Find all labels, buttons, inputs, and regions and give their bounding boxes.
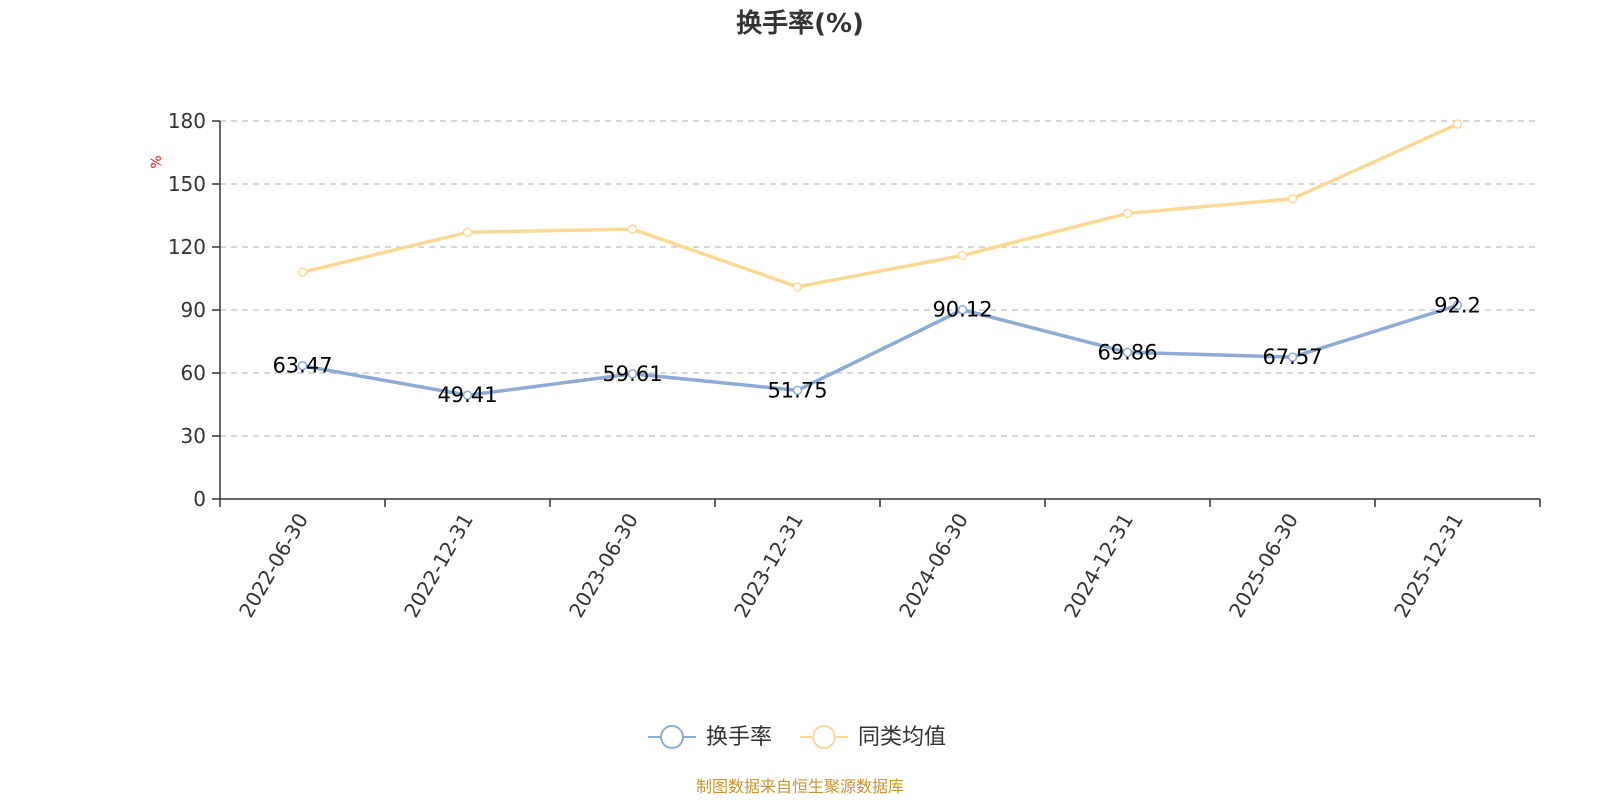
- legend[interactable]: 换手率 同类均值: [648, 725, 946, 750]
- y-tick-label: 90: [181, 298, 206, 322]
- data-point: [462, 227, 473, 238]
- data-point: [462, 390, 473, 400]
- data-point: [792, 282, 803, 292]
- data-label: 59.61: [602, 362, 662, 386]
- data-point: [1452, 119, 1463, 129]
- x-tick-label: 2023-06-30: [564, 509, 643, 622]
- data-label: 49.41: [437, 383, 497, 407]
- y-tick-label: 180: [168, 109, 206, 133]
- series-layer: [297, 119, 1463, 400]
- y-tick-label: 60: [181, 361, 206, 385]
- data-label: 67.57: [1262, 345, 1322, 369]
- data-labels: 63.47 49.41 59.61 51.75 90.12 69.86 67.57 92.2: [272, 293, 1480, 407]
- legend-item-series-1[interactable]: 换手率: [648, 725, 772, 750]
- data-point: [957, 250, 968, 261]
- y-tick-label: 0: [193, 487, 206, 511]
- data-label: 51.75: [767, 378, 827, 402]
- x-tick-label: 2022-12-31: [399, 509, 478, 622]
- x-tick-label: 2024-06-30: [894, 509, 973, 622]
- y-tick-labels: 0 30 60 90 120 150 180: [168, 109, 206, 511]
- data-point: [297, 360, 308, 371]
- legend-label-series-1: 换手率: [706, 725, 772, 750]
- data-point: [792, 385, 803, 396]
- legend-marker-icon: [812, 725, 836, 749]
- data-label: 90.12: [932, 298, 992, 322]
- chart-title: 换手率(%): [736, 8, 864, 39]
- y-tick-label: 30: [181, 424, 206, 448]
- series-line-2: [300, 122, 1460, 289]
- axes: [219, 121, 1541, 507]
- y-axis-label: %: [149, 155, 165, 168]
- grid-lines: [212, 120, 1540, 500]
- data-point: [957, 304, 968, 315]
- series-line-1: [300, 303, 1460, 397]
- data-point: [627, 369, 638, 379]
- data-label: 92.2: [1434, 293, 1481, 317]
- x-tick-label: 2022-06-30: [234, 509, 313, 622]
- x-tick-label: 2025-12-31: [1389, 509, 1468, 622]
- legend-marker-icon: [660, 725, 684, 749]
- x-tick-labels: 2022-06-30 2022-12-31 2023-06-30 2023-12-31…: [234, 509, 1468, 622]
- legend-label-series-2: 同类均值: [858, 725, 946, 750]
- data-point: [297, 267, 308, 277]
- source-note: 制图数据来自恒生聚源数据库: [696, 777, 904, 796]
- data-point: [1287, 352, 1298, 362]
- x-tick-label: 2025-06-30: [1224, 509, 1303, 622]
- legend-item-series-2[interactable]: 同类均值: [800, 725, 946, 750]
- x-tick-label: 2024-12-31: [1059, 509, 1138, 622]
- data-point: [1122, 347, 1133, 358]
- data-point: [627, 224, 638, 234]
- y-tick-label: 150: [168, 172, 206, 196]
- data-label: 63.47: [272, 354, 332, 378]
- data-label: 69.86: [1097, 340, 1157, 364]
- data-point: [1122, 208, 1133, 219]
- data-point: [1287, 193, 1298, 204]
- y-tick-label: 120: [168, 235, 206, 259]
- x-tick-label: 2023-12-31: [729, 509, 808, 622]
- data-point: [1452, 300, 1463, 311]
